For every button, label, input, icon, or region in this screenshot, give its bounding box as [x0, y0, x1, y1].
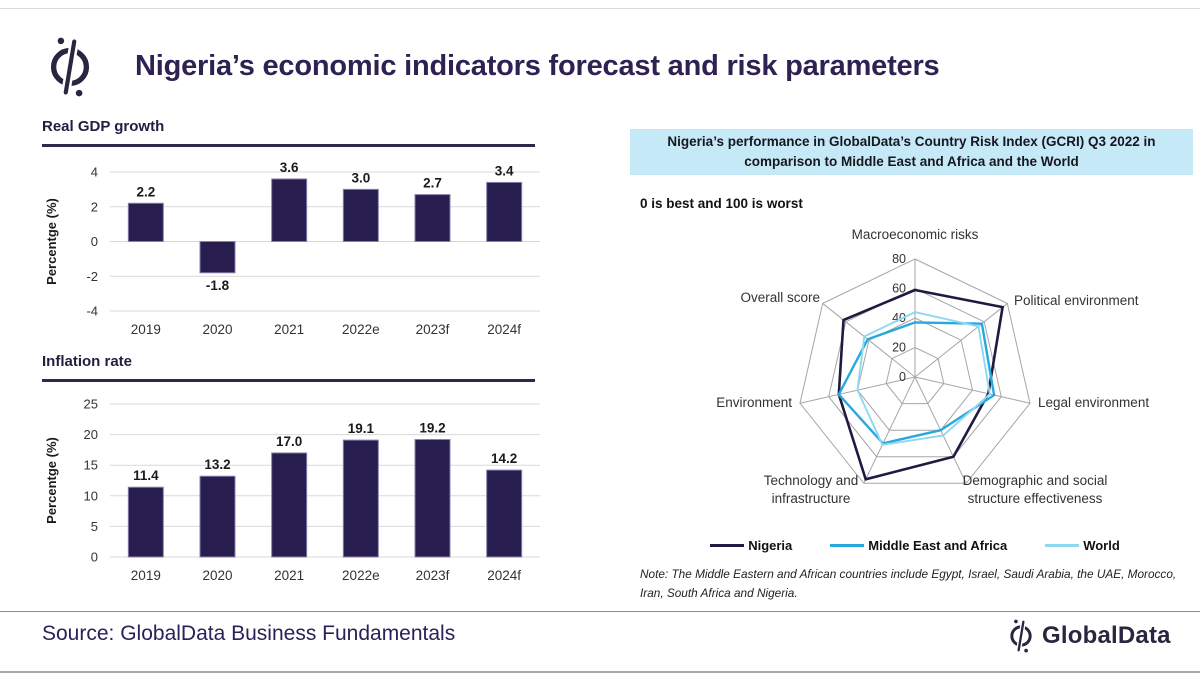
- svg-text:3.0: 3.0: [351, 170, 370, 185]
- globaldata-logo-icon-small: [1010, 619, 1032, 653]
- svg-text:Percentge (%): Percentge (%): [44, 198, 59, 285]
- source-text: Source: GlobalData Business Fundamentals: [42, 622, 456, 645]
- svg-text:13.2: 13.2: [204, 457, 230, 472]
- svg-text:14.2: 14.2: [491, 451, 517, 466]
- svg-text:Legal environment: Legal environment: [1038, 395, 1149, 410]
- top-divider: [0, 8, 1200, 9]
- svg-text:-1.8: -1.8: [206, 278, 230, 293]
- svg-text:20: 20: [84, 427, 98, 442]
- svg-text:15: 15: [84, 458, 98, 473]
- inflation-chart-title: Inflation rate: [42, 353, 133, 370]
- svg-text:structure effectiveness: structure effectiveness: [968, 491, 1103, 506]
- globaldata-logo-icon: [50, 37, 90, 97]
- svg-text:2023f: 2023f: [416, 568, 450, 583]
- radar-legend: Nigeria Middle East and Africa World: [630, 538, 1200, 553]
- footer-brand: GlobalData: [1006, 617, 1171, 655]
- svg-text:17.0: 17.0: [276, 434, 302, 449]
- mea-line-swatch: [830, 544, 865, 547]
- inflation-bar-chart: 25 20 15 10 5 0 Percentge (%) 11.4 2019 13.2 2020 1…: [44, 397, 540, 583]
- svg-text:80: 80: [892, 252, 906, 266]
- legend-item-nigeria: Nigeria: [710, 538, 792, 553]
- svg-text:2024f: 2024f: [487, 568, 521, 583]
- svg-text:3.6: 3.6: [280, 160, 299, 175]
- risk-panel-heading-box: Nigeria’s performance in GlobalData’s Co…: [630, 129, 1193, 175]
- gdp-chart-title: Real GDP growth: [42, 118, 165, 135]
- nigeria-line-swatch: [710, 544, 745, 547]
- legend-label-mea: Middle East and Africa: [868, 538, 1008, 553]
- svg-text:2021: 2021: [274, 322, 304, 337]
- svg-text:infrastructure: infrastructure: [772, 491, 851, 506]
- svg-text:3.4: 3.4: [495, 163, 514, 178]
- svg-text:Environment: Environment: [716, 395, 792, 410]
- svg-text:25: 25: [84, 397, 98, 412]
- gdp-title-underline: [42, 144, 535, 147]
- svg-text:0: 0: [899, 370, 906, 384]
- footer-divider: [0, 611, 1200, 612]
- svg-text:2019: 2019: [131, 568, 161, 583]
- svg-text:2020: 2020: [202, 568, 232, 583]
- svg-text:2.7: 2.7: [423, 176, 442, 191]
- risk-panel-heading: Nigeria’s performance in GlobalData’s Co…: [667, 133, 1156, 169]
- svg-text:Percentge (%): Percentge (%): [44, 437, 59, 524]
- svg-text:20: 20: [892, 341, 906, 355]
- svg-text:2.2: 2.2: [136, 184, 155, 199]
- legend-label-world: World: [1083, 538, 1120, 553]
- risk-scale-note: 0 is best and 100 is worst: [640, 196, 803, 211]
- svg-text:4: 4: [91, 165, 98, 180]
- svg-text:0: 0: [91, 234, 98, 249]
- svg-text:Macroeconomic risks: Macroeconomic risks: [852, 227, 979, 242]
- bottom-divider: [0, 671, 1200, 673]
- svg-text:2: 2: [91, 199, 98, 214]
- svg-text:Overall score: Overall score: [740, 290, 820, 305]
- svg-text:11.4: 11.4: [133, 468, 159, 483]
- world-line-swatch: [1045, 544, 1080, 547]
- gdp-bar-chart: 4 2 0 -2 -4 Percentge (%) 2.2 2019 -1.8 2020 3.6 20…: [44, 160, 540, 337]
- svg-text:2024f: 2024f: [487, 322, 521, 337]
- svg-text:2021: 2021: [274, 568, 304, 583]
- svg-text:5: 5: [91, 519, 98, 534]
- svg-text:2023f: 2023f: [416, 322, 450, 337]
- svg-text:60: 60: [892, 282, 906, 296]
- svg-text:2022e: 2022e: [342, 322, 380, 337]
- brand-wordmark: GlobalData: [1042, 622, 1171, 649]
- svg-text:10: 10: [84, 488, 98, 503]
- legend-label-nigeria: Nigeria: [748, 538, 793, 553]
- svg-text:Political environment: Political environment: [1014, 293, 1139, 308]
- radar-footnote: Note: The Middle Eastern and African cou…: [640, 567, 1177, 600]
- svg-text:19.2: 19.2: [419, 420, 445, 435]
- svg-text:0: 0: [91, 550, 98, 565]
- page-title: Nigeria’s economic indicators forecast a…: [135, 50, 940, 82]
- inflation-title-underline: [42, 379, 535, 382]
- svg-text:2019: 2019: [131, 322, 161, 337]
- svg-text:-4: -4: [86, 304, 98, 319]
- legend-item-world: World: [1045, 538, 1120, 553]
- legend-item-mea: Middle East and Africa: [830, 538, 1007, 553]
- svg-text:2022e: 2022e: [342, 568, 380, 583]
- svg-text:2020: 2020: [202, 322, 232, 337]
- svg-text:19.1: 19.1: [348, 421, 375, 436]
- svg-text:Technology and: Technology and: [764, 473, 859, 488]
- svg-text:-2: -2: [86, 269, 98, 284]
- svg-text:Demographic and social: Demographic and social: [963, 473, 1108, 488]
